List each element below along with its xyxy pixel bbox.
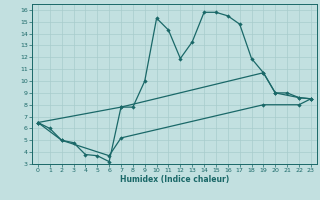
X-axis label: Humidex (Indice chaleur): Humidex (Indice chaleur) xyxy=(120,175,229,184)
